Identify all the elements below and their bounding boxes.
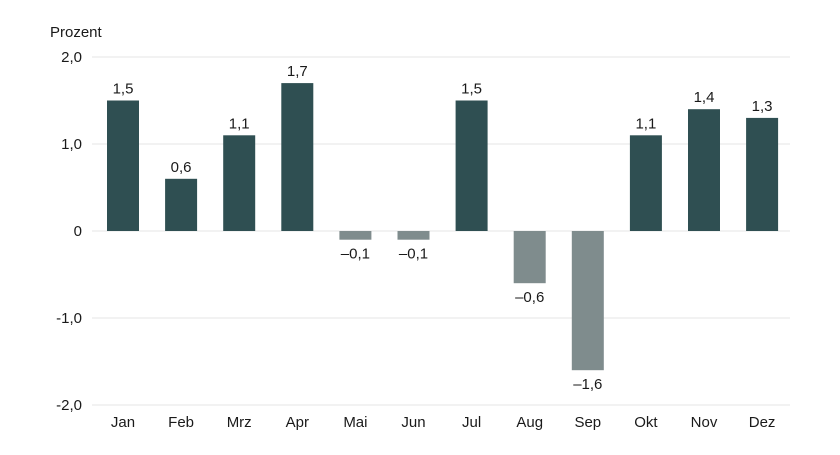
x-tick-label-aug: Aug — [516, 414, 543, 431]
bar-dez — [746, 117, 779, 231]
data-label-jan: 1,5 — [113, 81, 134, 98]
data-label-jul: 1,5 — [461, 81, 482, 98]
bar-okt — [629, 135, 662, 231]
x-tick-label-feb: Feb — [168, 414, 194, 431]
x-tick-label-dez: Dez — [749, 414, 776, 431]
gridlines — [92, 56, 790, 406]
x-tick-label-mai: Mai — [343, 414, 367, 431]
bar-nov — [688, 109, 720, 231]
y-tick-label: 1,0 — [61, 136, 82, 153]
bar-jul — [455, 100, 488, 231]
bar-sep — [571, 231, 604, 371]
y-axis-title: Prozent — [50, 24, 103, 41]
bars — [107, 83, 779, 371]
bar-aug — [513, 231, 546, 284]
data-label-dez: 1,3 — [752, 98, 773, 115]
data-label-aug: –0,6 — [515, 289, 544, 306]
y-tick-label: 2,0 — [61, 49, 82, 66]
bar-mrz — [223, 135, 256, 231]
data-label-mrz: 1,1 — [229, 115, 250, 132]
x-tick-label-jun: Jun — [401, 414, 425, 431]
bar-jun — [397, 231, 430, 240]
x-axis-ticks: Jan Feb Mrz Apr Mai Jun Jul Aug Sep Okt Nov Dez — [111, 414, 776, 431]
x-tick-label-jan: Jan — [111, 414, 135, 431]
x-tick-label-sep: Sep — [574, 414, 601, 431]
data-label-jun: –0,1 — [399, 246, 428, 263]
x-tick-label-okt: Okt — [634, 414, 658, 431]
data-label-mai: –0,1 — [341, 246, 370, 263]
data-labels: 1,5 0,6 1,1 1,7 –0,1 –0,1 1,5 –0,6 –1,6 1,1 1,4 1,3 — [113, 63, 773, 393]
data-label-feb: 0,6 — [171, 159, 192, 176]
x-tick-label-jul: Jul — [462, 414, 481, 431]
y-tick-label: -1,0 — [56, 310, 82, 327]
x-tick-label-nov: Nov — [691, 414, 718, 431]
data-label-okt: 1,1 — [635, 115, 656, 132]
data-label-nov: 1,4 — [694, 89, 715, 106]
bar-mai — [339, 231, 372, 240]
x-tick-label-mrz: Mrz — [227, 414, 252, 431]
bar-apr — [281, 83, 314, 231]
bar-feb — [165, 178, 198, 231]
y-tick-label: -2,0 — [56, 397, 82, 414]
y-axis-ticks: 2,0 1,0 0 -1,0 -2,0 — [56, 49, 82, 414]
y-tick-label: 0 — [74, 223, 82, 240]
data-label-apr: 1,7 — [287, 63, 308, 80]
data-label-sep: –1,6 — [573, 376, 602, 393]
bar-jan — [107, 100, 139, 231]
x-tick-label-apr: Apr — [286, 414, 309, 431]
